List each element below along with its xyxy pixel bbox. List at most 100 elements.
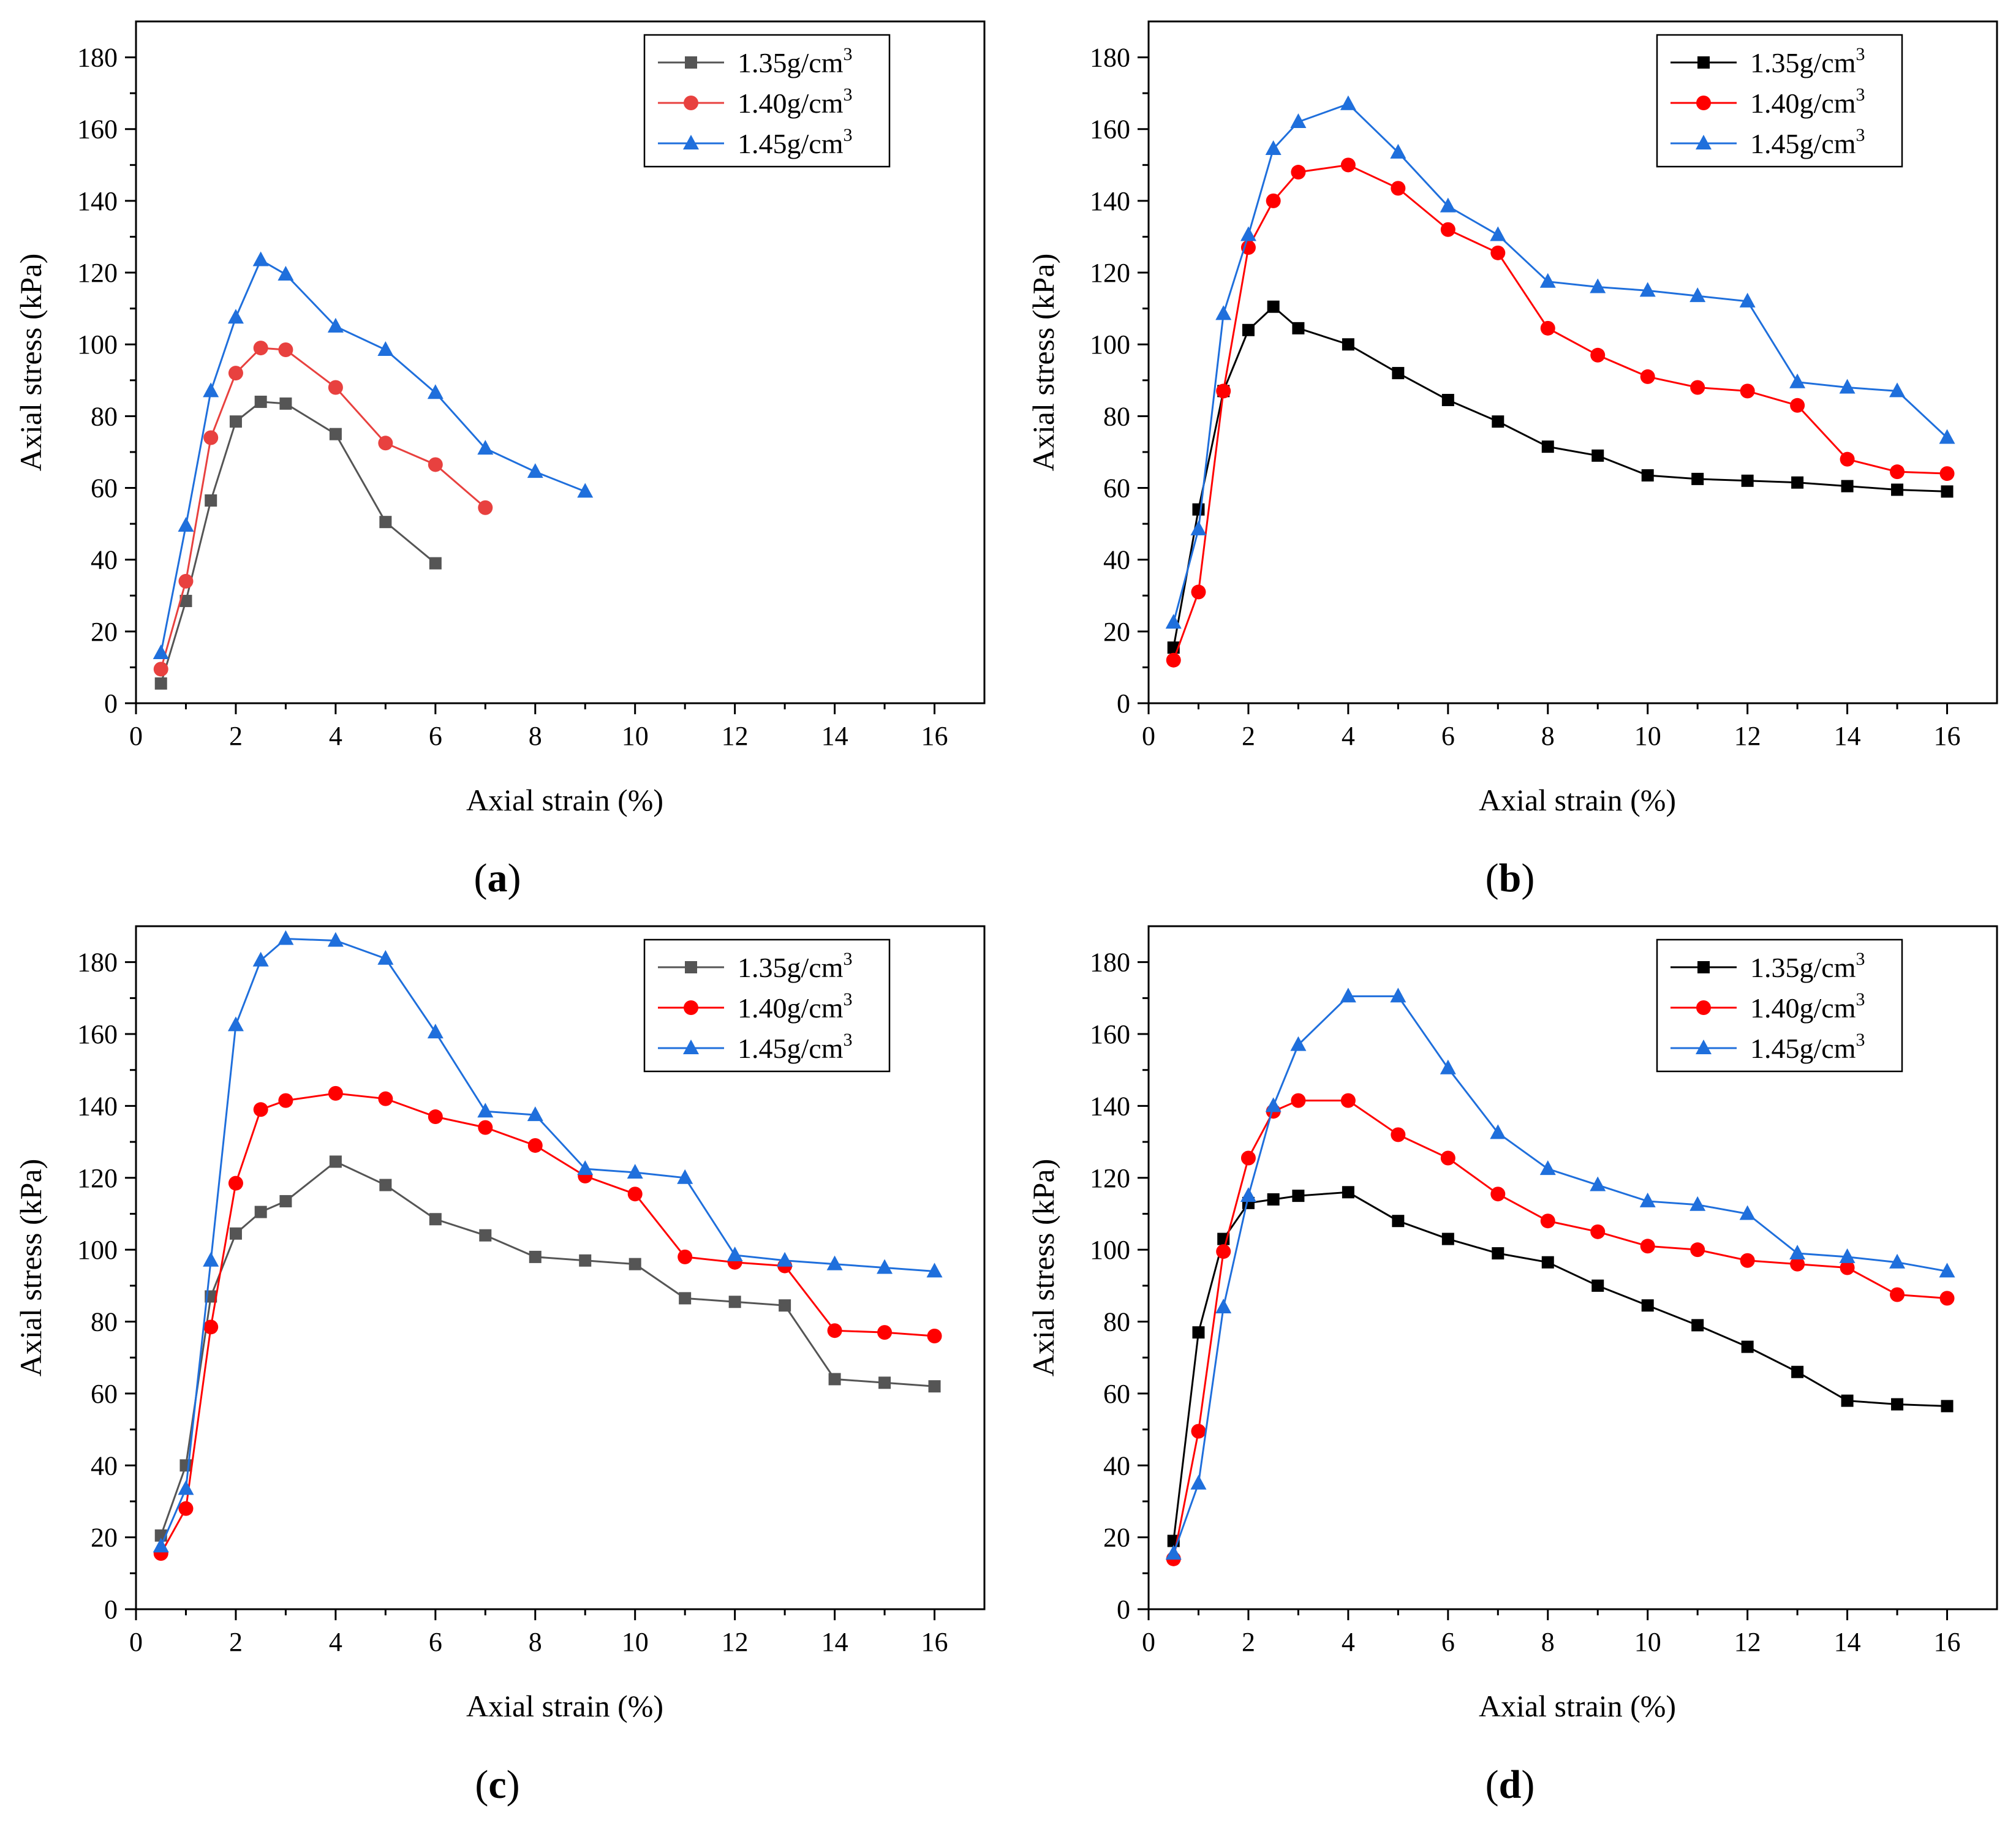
data-point <box>1391 181 1406 196</box>
x-tick-label: 2 <box>229 1627 243 1657</box>
data-point <box>1240 226 1256 241</box>
y-tick-label: 40 <box>1103 545 1130 575</box>
data-point <box>327 932 344 947</box>
panel-c-axes-frame <box>135 925 986 1610</box>
legend-name: 1.35g/cm <box>738 952 844 983</box>
legend-marker <box>684 96 698 110</box>
panel-label-close-paren: ) <box>1521 856 1535 900</box>
legend-superscript: 3 <box>843 989 852 1010</box>
data-point <box>827 1323 842 1338</box>
data-point <box>629 1258 641 1270</box>
data-point <box>1540 320 1555 336</box>
data-point <box>1340 1093 1356 1108</box>
data-point <box>1441 1232 1454 1245</box>
panel-a-axes-frame <box>135 20 986 704</box>
legend-entry-label: 1.45g/cm3 <box>1750 125 1865 159</box>
legend-superscript: 3 <box>843 44 852 64</box>
panel-b-x-ticks: 0 2 4 6 8 10 12 14 16 <box>1142 703 1961 751</box>
data-point <box>477 440 494 455</box>
data-point <box>1740 1253 1755 1268</box>
data-point <box>527 1138 543 1153</box>
panel-b-axes-frame <box>1147 20 1998 704</box>
data-point <box>1539 273 1556 288</box>
panel-c-series-1 <box>153 1085 942 1561</box>
panel-a: 0 2 4 6 8 10 12 14 16020406080100120140160180Axi… <box>13 20 986 900</box>
data-point <box>377 949 394 965</box>
data-point <box>1440 197 1456 213</box>
y-tick-label: 140 <box>77 186 118 216</box>
x-tick-label: 4 <box>329 1627 342 1657</box>
legend-entry-label: 1.40g/cm3 <box>1750 85 1865 119</box>
panel-a-x-axis-label: Axial strain (%) <box>466 783 663 817</box>
data-point <box>1441 394 1454 407</box>
legend-name: 1.45g/cm <box>738 128 844 159</box>
x-tick-label: 14 <box>821 1627 848 1657</box>
x-tick-label: 8 <box>1541 721 1555 751</box>
data-point <box>205 494 217 507</box>
data-point <box>252 251 269 266</box>
data-point <box>153 644 169 659</box>
data-point <box>828 1373 841 1386</box>
data-point <box>254 1206 267 1218</box>
panel-b-series-0 <box>1167 300 1954 654</box>
x-tick-label: 6 <box>1441 1627 1455 1657</box>
data-point <box>203 1251 219 1267</box>
data-point <box>253 341 268 356</box>
x-tick-label: 10 <box>1634 1627 1661 1657</box>
y-tick-label: 100 <box>77 330 118 360</box>
data-point <box>1591 1279 1604 1292</box>
data-point <box>1190 520 1207 535</box>
y-tick-label: 180 <box>1090 43 1130 73</box>
data-point <box>1640 369 1655 384</box>
series-line <box>160 1092 935 1554</box>
x-tick-label: 0 <box>129 1627 143 1657</box>
y-tick-label: 0 <box>1117 689 1130 719</box>
data-point <box>278 342 293 357</box>
data-point <box>1691 472 1704 485</box>
data-point <box>1739 292 1756 308</box>
legend-marker <box>683 1040 699 1054</box>
series-line <box>1172 164 1947 661</box>
data-point <box>1889 382 1906 398</box>
y-tick-label: 20 <box>1103 617 1130 647</box>
x-tick-label: 6 <box>1441 721 1455 751</box>
legend-name: 1.35g/cm <box>1750 952 1856 983</box>
y-tick-label: 140 <box>1090 1091 1130 1121</box>
legend-name: 1.35g/cm <box>1750 47 1856 78</box>
y-tick-label: 180 <box>1090 948 1130 978</box>
data-point <box>678 1249 693 1264</box>
data-point <box>1265 140 1282 155</box>
data-point <box>228 366 243 381</box>
panel-d: 0 2 4 6 8 10 12 14 16020406080100120140160180Axi… <box>1026 925 1998 1807</box>
y-tick-label: 100 <box>1090 1235 1130 1265</box>
panel-c-y-axis-label: Axial stress (kPa) <box>13 1159 48 1377</box>
data-point <box>1941 485 1954 498</box>
data-point <box>826 1255 843 1270</box>
series-line <box>1172 1191 1947 1541</box>
data-point <box>178 1501 194 1516</box>
data-point <box>178 573 194 589</box>
data-point <box>1190 1474 1207 1490</box>
panel-d-axes-frame <box>1147 925 1998 1610</box>
panel-a-y-axis-label: Axial stress (kPa) <box>13 254 48 472</box>
data-point <box>1215 305 1232 320</box>
series-line <box>160 401 436 684</box>
data-point <box>1216 383 1231 399</box>
panel-a-series-2 <box>153 251 594 659</box>
data-point <box>279 397 292 410</box>
data-point <box>1165 1545 1182 1560</box>
panel-label-close-paren: ) <box>1521 1762 1535 1807</box>
data-point <box>1390 143 1406 159</box>
data-point <box>727 1246 743 1261</box>
data-point <box>1292 1190 1305 1202</box>
data-point <box>1440 222 1455 237</box>
x-tick-label: 4 <box>1342 1627 1355 1657</box>
data-point <box>178 517 194 532</box>
data-point <box>1290 113 1307 129</box>
legend-name: 1.40g/cm <box>738 88 844 119</box>
legend-entry-label: 1.45g/cm3 <box>738 1030 852 1064</box>
y-tick-label: 40 <box>91 1451 118 1481</box>
data-point <box>1890 1287 1905 1302</box>
